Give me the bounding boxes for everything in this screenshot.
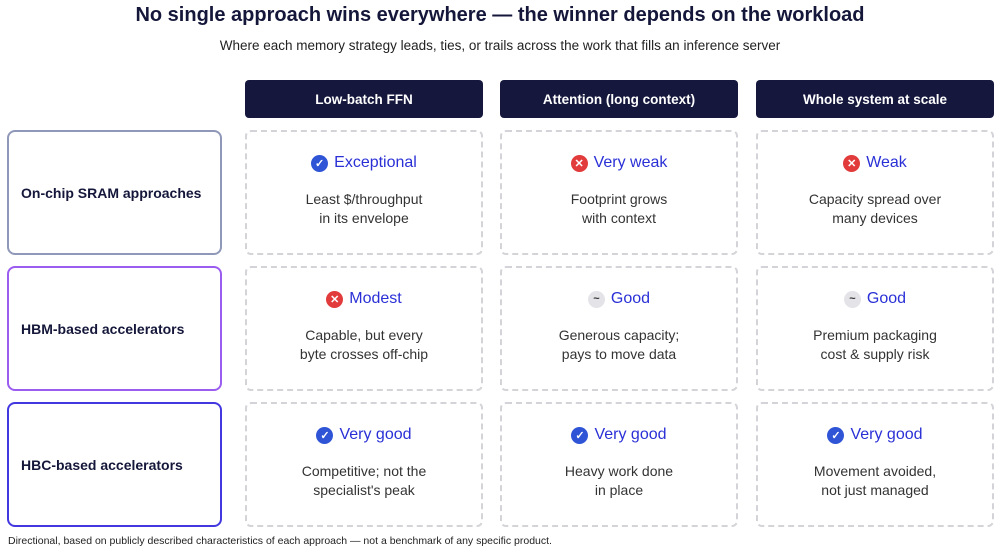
- description: Footprint grows with context: [502, 190, 736, 228]
- cell: ✓ Very good Heavy work done in place: [500, 402, 738, 527]
- row-label: On-chip SRAM approaches: [7, 130, 222, 255]
- rating: ✓ Very good: [247, 426, 481, 444]
- description-line: Footprint grows: [570, 191, 668, 207]
- cell: ✓ Exceptional Least $/throughput in its env…: [245, 130, 483, 255]
- description-line: in its envelope: [319, 210, 409, 226]
- rating-text: Very good: [850, 426, 923, 443]
- description-line: not just managed: [821, 482, 929, 498]
- description: Generous capacity; pays to move data: [502, 326, 736, 364]
- status-icon: ~: [587, 290, 605, 308]
- rating: ~ Good: [502, 290, 736, 308]
- rating-text: Very good: [594, 426, 667, 443]
- description-line: Heavy work done: [564, 463, 674, 479]
- rating: ✓ Very good: [758, 426, 992, 444]
- description: Movement avoided, not just managed: [758, 462, 992, 500]
- title: No single approach wins everywhere — the…: [135, 4, 865, 26]
- rating-text: Very good: [339, 426, 412, 443]
- description-line: specialist's peak: [313, 482, 415, 498]
- description-line: byte crosses off-chip: [299, 346, 429, 362]
- row-label: HBM-based accelerators: [7, 266, 222, 391]
- rating-text: Exceptional: [334, 154, 417, 171]
- rating-text: Good: [610, 290, 651, 307]
- description: Competitive; not the specialist's peak: [247, 462, 481, 500]
- cell: ✕ Weak Capacity spread over many devices: [756, 130, 994, 255]
- description: Capable, but every byte crosses off-chip: [247, 326, 481, 364]
- description: Heavy work done in place: [502, 462, 736, 500]
- status-icon: ✕: [570, 154, 588, 172]
- row-label: HBC-based accelerators: [7, 402, 222, 527]
- rating: ✓ Very good: [502, 426, 736, 444]
- column-header: Attention (long context): [500, 80, 738, 118]
- rating: ✕ Very weak: [502, 154, 736, 172]
- description-line: Least $/throughput: [305, 191, 423, 207]
- rating-text: Modest: [349, 290, 402, 307]
- rating-text: Very weak: [593, 154, 668, 171]
- column-header: Whole system at scale: [756, 80, 994, 118]
- rating: ✕ Modest: [247, 290, 481, 308]
- description-line: Capable, but every: [305, 327, 423, 343]
- status-icon: ~: [843, 290, 861, 308]
- description: Least $/throughput in its envelope: [247, 190, 481, 228]
- description-line: in place: [594, 482, 644, 498]
- description: Premium packaging cost & supply risk: [758, 326, 992, 364]
- description-line: with context: [582, 210, 656, 226]
- description: Capacity spread over many devices: [758, 190, 992, 228]
- cell: ✓ Very good Movement avoided, not just mana…: [756, 402, 994, 527]
- cell: ✓ Very good Competitive; not the specialist…: [245, 402, 483, 527]
- rating: ✓ Exceptional: [247, 154, 481, 172]
- rating: ✕ Weak: [758, 154, 992, 172]
- cell: ✕ Very weak Footprint grows with context: [500, 130, 738, 255]
- description-line: pays to move data: [561, 346, 677, 362]
- description-line: Movement avoided,: [813, 463, 937, 479]
- cell: ✕ Modest Capable, but every byte crosses of…: [245, 266, 483, 391]
- status-icon: ✓: [827, 426, 845, 444]
- cell: ~ Good Generous capacity; pays to move data: [500, 266, 738, 391]
- description-line: Capacity spread over: [808, 191, 942, 207]
- status-icon: ✕: [326, 290, 344, 308]
- subtitle: Where each memory strategy leads, ties, …: [219, 38, 781, 53]
- description-line: Generous capacity;: [558, 327, 680, 343]
- footnote: Directional, based on publicly described…: [8, 535, 552, 547]
- status-icon: ✓: [316, 426, 334, 444]
- status-icon: ✓: [571, 426, 589, 444]
- rating: ~ Good: [758, 290, 992, 308]
- rating-text: Weak: [866, 154, 907, 171]
- description-line: cost & supply risk: [820, 346, 930, 362]
- description-line: Premium packaging: [813, 327, 937, 343]
- rating-text: Good: [866, 290, 907, 307]
- description-line: many devices: [832, 210, 918, 226]
- status-icon: ✓: [311, 154, 329, 172]
- column-header: Low-batch FFN: [245, 80, 483, 118]
- status-icon: ✕: [843, 154, 861, 172]
- description-line: Competitive; not the: [301, 463, 427, 479]
- cell: ~ Good Premium packaging cost & supply risk: [756, 266, 994, 391]
